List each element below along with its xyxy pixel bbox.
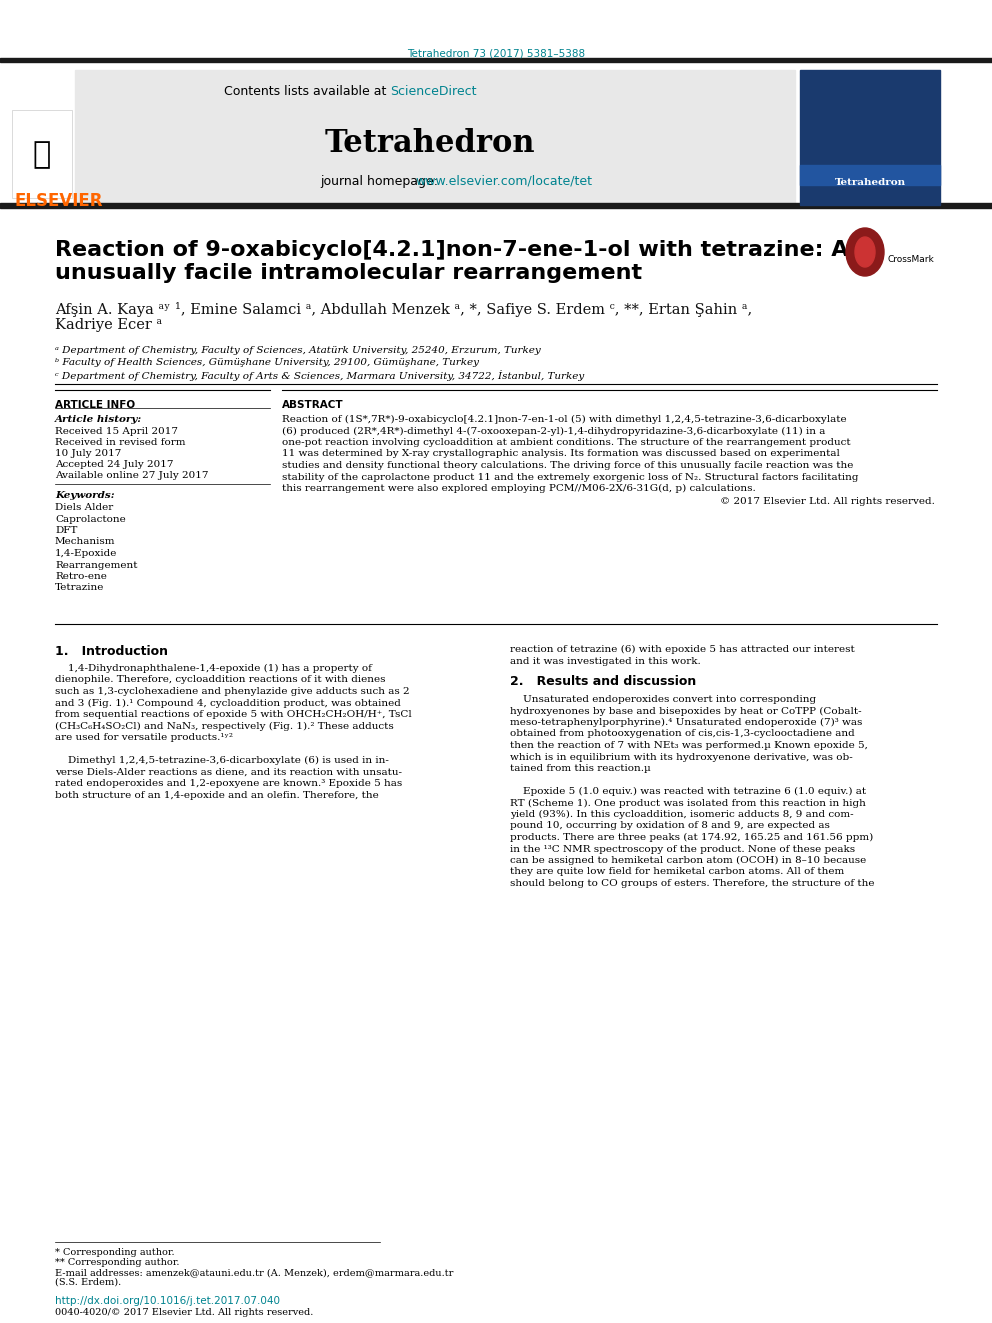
Text: such as 1,3-cyclohexadiene and phenylazide give adducts such as 2: such as 1,3-cyclohexadiene and phenylazi… bbox=[55, 687, 410, 696]
Text: * Corresponding author.: * Corresponding author. bbox=[55, 1248, 175, 1257]
Text: Tetrahedron 73 (2017) 5381–5388: Tetrahedron 73 (2017) 5381–5388 bbox=[407, 48, 585, 58]
Text: DFT: DFT bbox=[55, 527, 77, 534]
Text: and 3 (Fig. 1).¹ Compound 4, cycloaddition product, was obtained: and 3 (Fig. 1).¹ Compound 4, cycloadditi… bbox=[55, 699, 401, 708]
Bar bbox=[0, 202, 992, 208]
Text: ** Corresponding author.: ** Corresponding author. bbox=[55, 1258, 180, 1267]
Text: pound 10, occurring by oxidation of 8 and 9, are expected as: pound 10, occurring by oxidation of 8 an… bbox=[510, 822, 830, 831]
Bar bbox=[800, 165, 940, 185]
Text: http://dx.doi.org/10.1016/j.tet.2017.07.040: http://dx.doi.org/10.1016/j.tet.2017.07.… bbox=[55, 1297, 280, 1306]
Text: reaction of tetrazine (6) with epoxide 5 has attracted our interest: reaction of tetrazine (6) with epoxide 5… bbox=[510, 646, 855, 654]
Bar bbox=[0, 58, 992, 62]
Text: Unsaturated endoperoxides convert into corresponding: Unsaturated endoperoxides convert into c… bbox=[510, 695, 816, 704]
Text: Received 15 April 2017: Received 15 April 2017 bbox=[55, 427, 178, 437]
Bar bbox=[75, 70, 795, 205]
Text: in the ¹³C NMR spectroscopy of the product. None of these peaks: in the ¹³C NMR spectroscopy of the produ… bbox=[510, 844, 855, 853]
Text: Reaction of (1S*,7R*)-9-oxabicyclo[4.2.1]non-7-en-1-ol (5) with dimethyl 1,2,4,5: Reaction of (1S*,7R*)-9-oxabicyclo[4.2.1… bbox=[282, 415, 846, 425]
Text: Mechanism: Mechanism bbox=[55, 537, 115, 546]
Ellipse shape bbox=[855, 237, 875, 267]
Text: studies and density functional theory calculations. The driving force of this un: studies and density functional theory ca… bbox=[282, 460, 853, 470]
Text: 1,4-Dihydronaphthalene-1,4-epoxide (1) has a property of: 1,4-Dihydronaphthalene-1,4-epoxide (1) h… bbox=[55, 664, 372, 673]
Text: are used for versatile products.¹ʸ²: are used for versatile products.¹ʸ² bbox=[55, 733, 233, 742]
Text: hydroxyenones by base and bisepoxides by heat or CoTPP (Cobalt-: hydroxyenones by base and bisepoxides by… bbox=[510, 706, 862, 716]
Text: 🌲: 🌲 bbox=[33, 140, 52, 169]
Text: Received in revised form: Received in revised form bbox=[55, 438, 186, 447]
Text: Keywords:: Keywords: bbox=[55, 491, 115, 500]
Text: Reaction of 9-oxabicyclo[4.2.1]non-7-ene-1-ol with tetrazine: An: Reaction of 9-oxabicyclo[4.2.1]non-7-ene… bbox=[55, 239, 864, 261]
Text: journal homepage:: journal homepage: bbox=[320, 175, 442, 188]
Text: (S.S. Erdem).: (S.S. Erdem). bbox=[55, 1278, 121, 1287]
Text: Available online 27 July 2017: Available online 27 July 2017 bbox=[55, 471, 208, 480]
Text: 2.   Results and discussion: 2. Results and discussion bbox=[510, 675, 696, 688]
Text: meso-tetraphenylporphyrine).⁴ Unsaturated endoperoxide (7)³ was: meso-tetraphenylporphyrine).⁴ Unsaturate… bbox=[510, 718, 862, 728]
Text: E-mail addresses: amenzek@atauni.edu.tr (A. Menzek), erdem@marmara.edu.tr: E-mail addresses: amenzek@atauni.edu.tr … bbox=[55, 1267, 453, 1277]
Ellipse shape bbox=[846, 228, 884, 277]
Text: Contents lists available at: Contents lists available at bbox=[223, 85, 390, 98]
Text: ᶜ Department of Chemistry, Faculty of Arts & Sciences, Marmara University, 34722: ᶜ Department of Chemistry, Faculty of Ar… bbox=[55, 370, 584, 381]
Text: from sequential reactions of epoxide 5 with OHCH₂CH₂OH/H⁺, TsCl: from sequential reactions of epoxide 5 w… bbox=[55, 710, 412, 718]
Text: ᵃ Department of Chemistry, Faculty of Sciences, Atatürk University, 25240, Erzur: ᵃ Department of Chemistry, Faculty of Sc… bbox=[55, 347, 541, 355]
Text: Tetrahedron: Tetrahedron bbox=[324, 128, 536, 159]
Text: Caprolactone: Caprolactone bbox=[55, 515, 126, 524]
Text: then the reaction of 7 with NEt₃ was performed.µ Known epoxide 5,: then the reaction of 7 with NEt₃ was per… bbox=[510, 741, 868, 750]
Text: they are quite low field for hemiketal carbon atoms. All of them: they are quite low field for hemiketal c… bbox=[510, 868, 844, 877]
Text: Rearrangement: Rearrangement bbox=[55, 561, 138, 569]
Text: Accepted 24 July 2017: Accepted 24 July 2017 bbox=[55, 460, 174, 468]
Bar bbox=[800, 70, 940, 205]
Text: © 2017 Elsevier Ltd. All rights reserved.: © 2017 Elsevier Ltd. All rights reserved… bbox=[720, 497, 935, 507]
Text: www.elsevier.com/locate/tet: www.elsevier.com/locate/tet bbox=[415, 175, 592, 188]
Text: products. There are three peaks (at 174.92, 165.25 and 161.56 ppm): products. There are three peaks (at 174.… bbox=[510, 833, 873, 843]
Text: Diels Alder: Diels Alder bbox=[55, 503, 113, 512]
Text: 1.   Introduction: 1. Introduction bbox=[55, 646, 168, 658]
Text: ABSTRACT: ABSTRACT bbox=[282, 400, 343, 410]
Text: 11 was determined by X-ray crystallographic analysis. Its formation was discusse: 11 was determined by X-ray crystallograp… bbox=[282, 450, 840, 459]
Text: 10 July 2017: 10 July 2017 bbox=[55, 448, 121, 458]
Text: 0040-4020/© 2017 Elsevier Ltd. All rights reserved.: 0040-4020/© 2017 Elsevier Ltd. All right… bbox=[55, 1308, 313, 1316]
Text: Article history:: Article history: bbox=[55, 415, 142, 423]
Text: and it was investigated in this work.: and it was investigated in this work. bbox=[510, 658, 700, 665]
Text: RT (Scheme 1). One product was isolated from this reaction in high: RT (Scheme 1). One product was isolated … bbox=[510, 799, 866, 807]
Text: stability of the caprolactone product 11 and the extremely exorgenic loss of N₂.: stability of the caprolactone product 11… bbox=[282, 472, 858, 482]
Text: CrossMark: CrossMark bbox=[887, 255, 933, 265]
Text: ARTICLE INFO: ARTICLE INFO bbox=[55, 400, 135, 410]
Text: ᵇ Faculty of Health Sciences, Gümüşhane University, 29100, Gümüşhane, Turkey: ᵇ Faculty of Health Sciences, Gümüşhane … bbox=[55, 359, 479, 366]
Text: can be assigned to hemiketal carbon atom (OCOH) in 8–10 because: can be assigned to hemiketal carbon atom… bbox=[510, 856, 866, 865]
Text: Dimethyl 1,2,4,5-tetrazine-3,6-dicarboxylate (6) is used in in-: Dimethyl 1,2,4,5-tetrazine-3,6-dicarboxy… bbox=[55, 755, 389, 765]
Text: unusually facile intramolecular rearrangement: unusually facile intramolecular rearrang… bbox=[55, 263, 642, 283]
Text: tained from this reaction.µ: tained from this reaction.µ bbox=[510, 763, 651, 773]
Text: Kadriye Ecer ᵃ: Kadriye Ecer ᵃ bbox=[55, 318, 162, 332]
Text: 1,4-Epoxide: 1,4-Epoxide bbox=[55, 549, 117, 558]
Text: Afşin A. Kaya ᵃʸ ¹, Emine Salamci ᵃ, Abdullah Menzek ᵃ, *, Safiye S. Erdem ᶜ, **: Afşin A. Kaya ᵃʸ ¹, Emine Salamci ᵃ, Abd… bbox=[55, 302, 752, 318]
Text: ELSEVIER: ELSEVIER bbox=[14, 192, 102, 210]
Text: Tetrazine: Tetrazine bbox=[55, 583, 104, 593]
Text: which is in equilibrium with its hydroxyenone derivative, was ob-: which is in equilibrium with its hydroxy… bbox=[510, 753, 853, 762]
Text: should belong to CO groups of esters. Therefore, the structure of the: should belong to CO groups of esters. Th… bbox=[510, 878, 875, 888]
Text: this rearrangement were also explored employing PCM//M06-2X/6-31G(d, p) calculat: this rearrangement were also explored em… bbox=[282, 484, 756, 493]
Text: Tetrahedron: Tetrahedron bbox=[834, 179, 906, 187]
Text: dienophile. Therefore, cycloaddition reactions of it with dienes: dienophile. Therefore, cycloaddition rea… bbox=[55, 676, 386, 684]
Text: (CH₃C₆H₄SO₂Cl) and NaN₃, respectively (Fig. 1).² These adducts: (CH₃C₆H₄SO₂Cl) and NaN₃, respectively (F… bbox=[55, 721, 394, 730]
Text: (6) produced (2R*,4R*)-dimethyl 4-(7-oxooxepan-2-yl)-1,4-dihydropyridazine-3,6-d: (6) produced (2R*,4R*)-dimethyl 4-(7-oxo… bbox=[282, 426, 825, 435]
Bar bbox=[12, 110, 72, 198]
Text: one-pot reaction involving cycloaddition at ambient conditions. The structure of: one-pot reaction involving cycloaddition… bbox=[282, 438, 850, 447]
Text: yield (93%). In this cycloaddition, isomeric adducts 8, 9 and com-: yield (93%). In this cycloaddition, isom… bbox=[510, 810, 854, 819]
Text: both structure of an 1,4-epoxide and an olefin. Therefore, the: both structure of an 1,4-epoxide and an … bbox=[55, 791, 379, 799]
Text: Retro-ene: Retro-ene bbox=[55, 572, 107, 581]
Text: ScienceDirect: ScienceDirect bbox=[390, 85, 476, 98]
Text: Epoxide 5 (1.0 equiv.) was reacted with tetrazine 6 (1.0 equiv.) at: Epoxide 5 (1.0 equiv.) was reacted with … bbox=[510, 787, 866, 796]
Text: obtained from photooxygenation of cis,cis-1,3-cyclooctadiene and: obtained from photooxygenation of cis,ci… bbox=[510, 729, 855, 738]
Text: verse Diels-Alder reactions as diene, and its reaction with unsatu-: verse Diels-Alder reactions as diene, an… bbox=[55, 767, 402, 777]
Text: rated endoperoxides and 1,2-epoxyene are known.³ Epoxide 5 has: rated endoperoxides and 1,2-epoxyene are… bbox=[55, 779, 402, 789]
